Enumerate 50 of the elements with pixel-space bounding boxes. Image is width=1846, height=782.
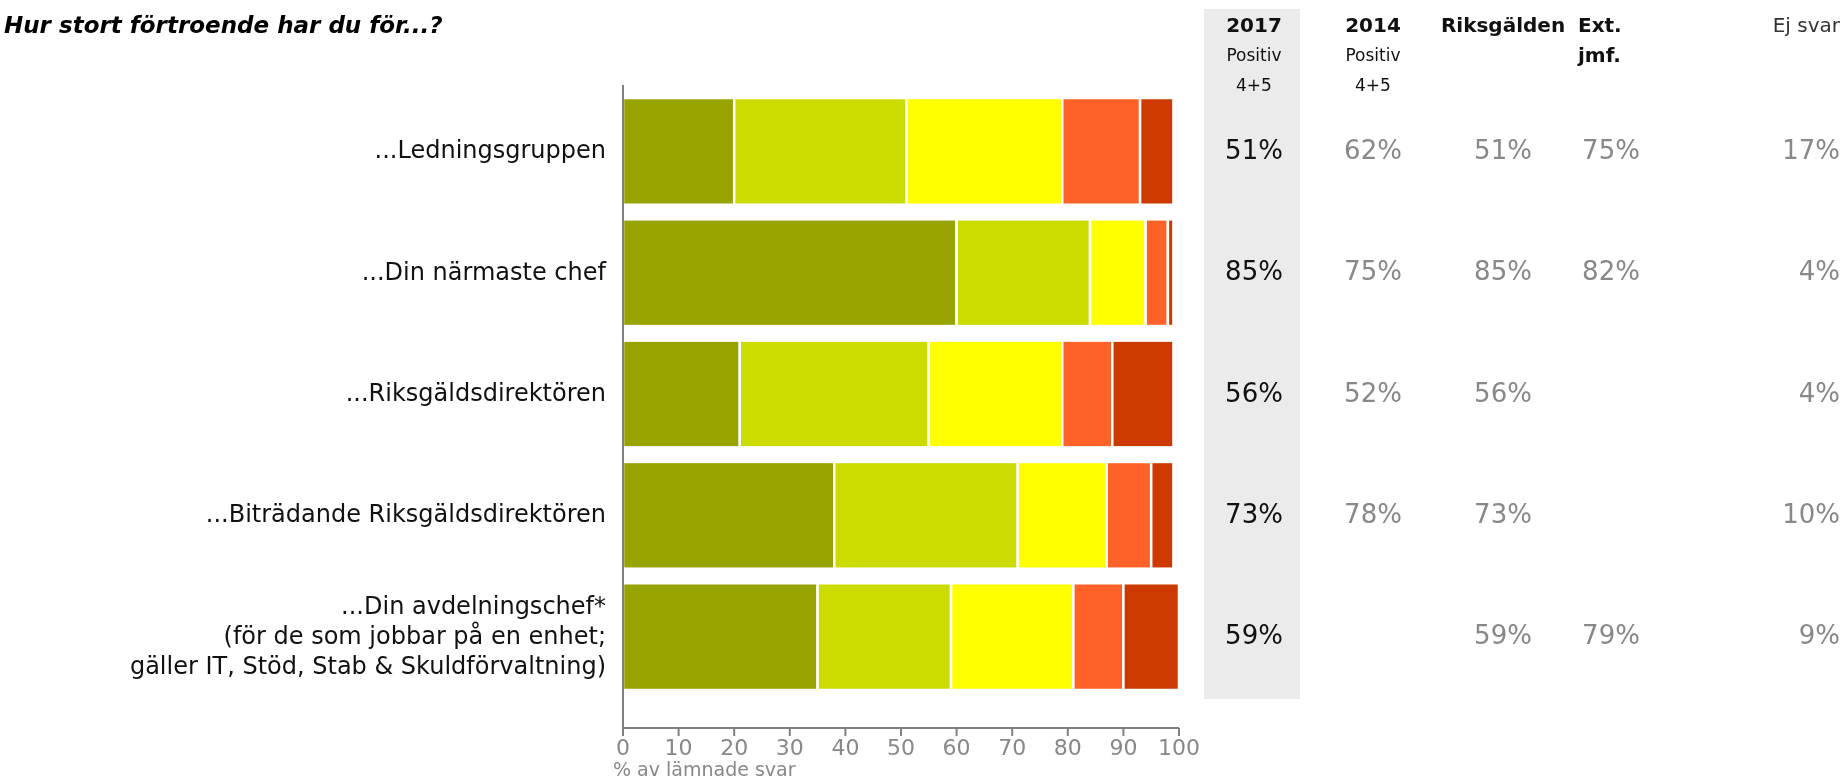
x-tick-label: 20 <box>720 735 749 760</box>
text: 56% <box>1225 377 1283 408</box>
text: Ej svar <box>1772 12 1841 37</box>
x-tick-label: 100 <box>1158 735 1200 760</box>
text: 73% <box>1474 498 1532 529</box>
text: 85% <box>1225 256 1283 287</box>
y-tick-label: ...Riksgäldsdirektören <box>345 379 606 407</box>
text: 79% <box>1582 620 1640 651</box>
text: 51% <box>1225 134 1283 165</box>
text: 10% <box>1782 498 1840 529</box>
text: 85% <box>1474 256 1532 287</box>
text: 59% <box>1474 620 1532 651</box>
text: 17% <box>1782 134 1840 165</box>
text: Hur stort förtroende har du för...? <box>4 11 443 38</box>
text: 62% <box>1344 134 1402 165</box>
text: 4+5 <box>1236 75 1272 95</box>
x-tick-label: 50 <box>887 735 915 760</box>
x-tick-label: 10 <box>664 735 693 760</box>
text: 73% <box>1225 498 1283 529</box>
x-tick-label: 40 <box>831 735 860 760</box>
text: 56% <box>1474 377 1532 408</box>
text: 78% <box>1344 498 1402 529</box>
x-axis-title: % av lämnade svar <box>613 757 796 780</box>
text: jmf. <box>1577 42 1621 67</box>
y-tick-label: ...Biträdande Riksgäldsdirektören <box>205 500 606 529</box>
text: 52% <box>1344 377 1402 408</box>
x-tick-label: 30 <box>775 735 804 760</box>
text: 4% <box>1798 256 1840 287</box>
y-tick-label: ...Ledningsgruppen <box>374 136 606 165</box>
text: 51% <box>1474 134 1532 165</box>
text: Riksgälden <box>1440 12 1566 37</box>
text: 4+5 <box>1355 75 1391 95</box>
x-tick-label: 70 <box>998 735 1027 760</box>
text: 9% <box>1798 620 1840 651</box>
x-tick-label: 90 <box>1109 735 1138 760</box>
y-tick-label: ...Din avdelningschef* (för de som jobbar på en enhet; gäller IT, Stöd, Stab & Skuldförvaltning) <box>129 591 606 680</box>
text: 75% <box>1582 134 1640 165</box>
text: 2017 <box>1226 12 1282 37</box>
x-tick-label: 0 <box>616 735 630 760</box>
text: Positiv <box>1345 45 1401 65</box>
text: Ext. <box>1578 12 1622 37</box>
text: 4% <box>1798 377 1840 408</box>
y-tick-label: ...Din närmaste chef <box>361 257 607 286</box>
text: Positiv <box>1226 45 1282 65</box>
text: 59% <box>1225 620 1283 651</box>
text: 2014 <box>1345 12 1401 37</box>
x-tick-label: 80 <box>1053 735 1082 760</box>
text: 75% <box>1344 256 1402 287</box>
text: 82% <box>1582 256 1640 287</box>
x-tick-label: 60 <box>942 735 971 760</box>
